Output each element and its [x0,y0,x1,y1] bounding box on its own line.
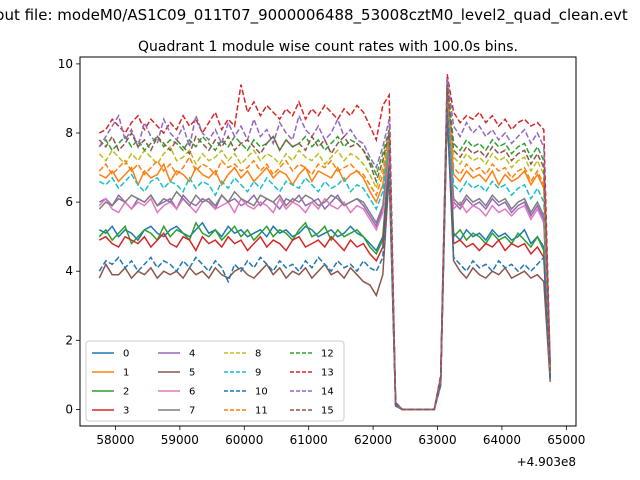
y-tick-label: 2 [65,333,73,347]
figure-title: Input file: modeM0/AS1C09_011T07_9000006… [0,6,628,24]
legend-label-11: 11 [255,406,268,417]
legend-label-10: 10 [255,387,268,398]
x-axis: 58000 59000 60000 61000 62000 63000 64000 65000 [96,426,585,447]
legend-label-13: 13 [321,368,334,379]
legend-label-0: 0 [123,349,129,360]
x-tick-label: 63000 [418,433,456,447]
series-line-0 [98,98,551,411]
legend-label-3: 3 [123,406,129,417]
x-tick-label: 59000 [161,433,199,447]
legend-label-8: 8 [255,349,261,360]
x-axis-offset-label: +4.903e8 [517,455,576,469]
series-line-7 [98,91,551,411]
series-line-9 [98,91,551,411]
x-tick-label: 65000 [547,433,585,447]
series-line-13 [98,74,551,411]
y-tick-label: 0 [65,402,73,416]
series-line-8 [98,84,551,411]
x-tick-label: 61000 [290,433,328,447]
legend-label-4: 4 [189,349,195,360]
y-axis: 0 2 4 6 8 10 [58,57,80,416]
series-line-4 [98,94,551,411]
legend-label-7: 7 [189,406,195,417]
series-line-15 [98,88,551,411]
legend-label-14: 14 [321,387,334,398]
series-line-11 [98,88,551,411]
x-tick-label: 58000 [96,433,134,447]
series-line-3 [98,105,551,411]
legend-label-12: 12 [321,349,334,360]
y-tick-label: 4 [65,264,73,278]
legend-label-5: 5 [189,368,195,379]
series-line-14 [98,77,551,411]
plot-frame [79,56,577,427]
y-tick-label: 6 [65,195,73,209]
chart-title: Quadrant 1 module wise count rates with … [138,39,518,55]
x-tick-label: 60000 [225,433,263,447]
series-layer [98,74,551,411]
x-tick-label: 64000 [483,433,521,447]
y-tick-label: 8 [65,126,73,140]
series-line-10 [98,108,551,411]
legend-label-15: 15 [321,406,334,417]
legend-box [85,340,345,422]
legend-label-2: 2 [123,387,129,398]
y-tick-label: 10 [58,57,73,71]
series-line-6 [98,94,551,411]
legend-label-9: 9 [255,368,261,379]
legend-label-6: 6 [189,387,195,398]
series-line-1 [98,88,551,411]
x-tick-label: 62000 [354,433,392,447]
legend-label-1: 1 [123,368,129,379]
series-line-2 [98,98,551,411]
